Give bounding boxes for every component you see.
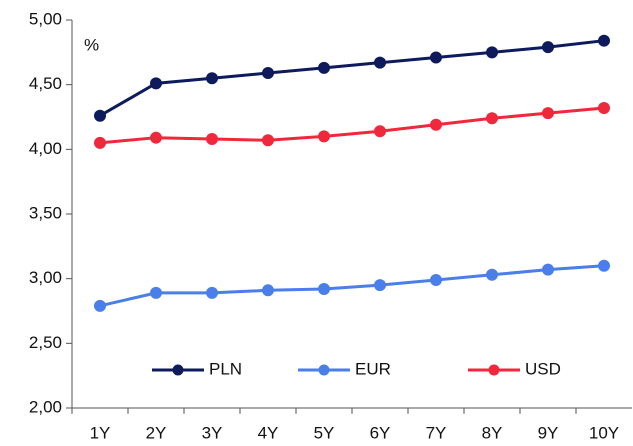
legend-marker [172,364,184,376]
point [262,284,274,297]
point [206,72,218,85]
point [430,273,442,286]
legend-label: EUR [355,359,391,378]
unit-label: % [84,35,99,54]
point [94,109,106,122]
point [486,46,498,59]
point [598,259,610,272]
point [150,77,162,90]
x-tick-label: 10Y [589,423,619,442]
y-tick-label: 4,00 [29,139,62,158]
point [598,101,610,114]
point [262,67,274,80]
x-tick-label: 3Y [202,423,223,442]
series-line [99,39,605,118]
point [150,131,162,144]
point [206,286,218,299]
x-tick-label: 6Y [370,423,391,442]
legend-label: PLN [209,359,242,378]
point [430,118,442,131]
y-tick-label: 4,50 [29,74,62,93]
series-line [99,106,605,145]
y-tick-label: 2,50 [29,333,62,352]
x-tick-label: 1Y [90,423,111,442]
y-tick-label: 2,00 [29,397,62,416]
x-tick-label: 9Y [538,423,559,442]
y-tick-label: 3,00 [29,268,62,287]
y-tick-label: 5,00 [29,9,62,28]
point [598,34,610,47]
y-tick-label: 3,50 [29,203,62,222]
point [430,51,442,64]
point [486,112,498,125]
x-tick-label: 2Y [146,423,167,442]
x-tick-label: 8Y [482,423,503,442]
point [318,61,330,74]
series-line [99,264,605,308]
point [374,125,386,138]
point [94,299,106,312]
point [542,41,554,54]
point [542,107,554,120]
point [94,136,106,149]
point [318,283,330,296]
point [318,130,330,143]
legend-marker [318,364,330,376]
point [262,134,274,147]
x-tick-label: 7Y [426,423,447,442]
point [206,132,218,145]
point [542,263,554,276]
x-tick-label: 4Y [258,423,279,442]
point [374,56,386,69]
legend-marker [488,364,500,376]
legend-label: USD [525,359,561,378]
x-tick-label: 5Y [314,423,335,442]
point [150,286,162,299]
point [486,268,498,281]
point [374,279,386,292]
